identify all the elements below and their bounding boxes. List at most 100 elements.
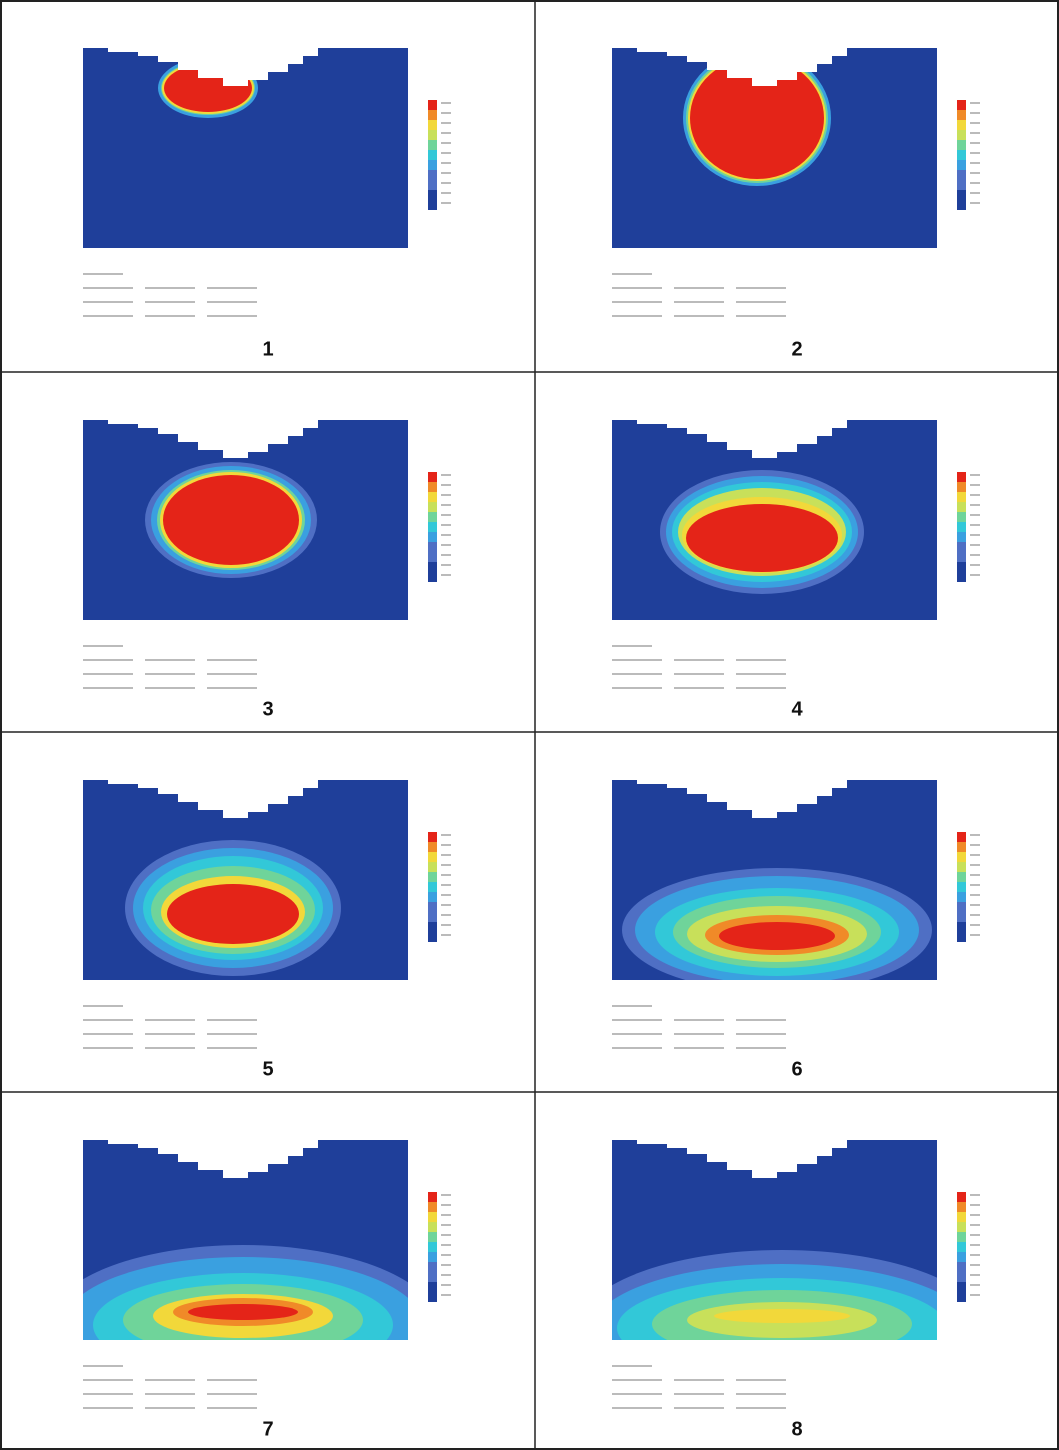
colorbar-cell (957, 542, 966, 552)
colorbar-cell (428, 842, 437, 852)
colorbar-cell (428, 1262, 437, 1272)
colorbar-cell (428, 832, 437, 842)
colorbar-cell (957, 862, 966, 872)
colorbar-cell (957, 120, 966, 130)
colorbar-cell (957, 100, 966, 110)
colorbar-cell (428, 1232, 437, 1242)
panel-label: 6 (791, 1058, 802, 1080)
colorbar-cell (428, 1252, 437, 1262)
colorbar-cell (428, 1282, 437, 1292)
colorbar-cell (428, 552, 437, 562)
colorbar-cell (957, 140, 966, 150)
colorbar-cell (957, 1232, 966, 1242)
contour-band (714, 1309, 850, 1323)
colorbar-cell (957, 200, 966, 210)
colorbar-cell (957, 1262, 966, 1272)
colorbar-cell (428, 502, 437, 512)
colorbar-cell (428, 1202, 437, 1212)
colorbar-cell (428, 492, 437, 502)
colorbar-cell (428, 150, 437, 160)
colorbar-cell (428, 200, 437, 210)
panel (612, 780, 980, 1049)
colorbar-cell (428, 882, 437, 892)
colorbar-cell (428, 932, 437, 942)
colorbar-cell (957, 1202, 966, 1212)
colorbar-cell (428, 160, 437, 170)
contour-plot (612, 48, 937, 248)
colorbar-cell (957, 842, 966, 852)
colorbar-cell (428, 542, 437, 552)
colorbar-cell (428, 110, 437, 120)
colorbar-cell (428, 1212, 437, 1222)
colorbar-cell (957, 170, 966, 180)
colorbar-cell (957, 932, 966, 942)
colorbar-cell (957, 1282, 966, 1292)
colorbar-cell (957, 552, 966, 562)
colorbar-cell (428, 1272, 437, 1282)
colorbar-cell (957, 492, 966, 502)
contour-band (167, 884, 299, 944)
colorbar-cell (957, 1272, 966, 1282)
contour-band (686, 504, 838, 572)
colorbar-cell (957, 180, 966, 190)
colorbar-cell (957, 472, 966, 482)
panel-label: 8 (791, 1418, 802, 1440)
colorbar-cell (957, 912, 966, 922)
colorbar-cell (428, 482, 437, 492)
colorbar-cell (428, 1242, 437, 1252)
colorbar-cell (428, 922, 437, 932)
colorbar-cell (428, 872, 437, 882)
colorbar-cell (428, 912, 437, 922)
colorbar-cell (428, 140, 437, 150)
colorbar-cell (428, 190, 437, 200)
panel-label: 2 (791, 338, 802, 360)
colorbar-cell (957, 562, 966, 572)
colorbar-cell (428, 1192, 437, 1202)
colorbar-cell (957, 150, 966, 160)
contour-plot (83, 780, 408, 980)
colorbar-cell (428, 852, 437, 862)
colorbar-cell (428, 532, 437, 542)
colorbar-cell (957, 1242, 966, 1252)
panel (612, 420, 980, 689)
colorbar-cell (957, 482, 966, 492)
colorbar-cell (957, 160, 966, 170)
panel (612, 1140, 980, 1409)
colorbar-cell (957, 832, 966, 842)
colorbar-cell (957, 572, 966, 582)
colorbar-cell (957, 872, 966, 882)
colorbar-cell (957, 130, 966, 140)
panel (612, 48, 980, 317)
contour-plot (612, 1140, 937, 1340)
colorbar-cell (957, 502, 966, 512)
colorbar-cell (428, 862, 437, 872)
panel-label: 4 (791, 698, 803, 720)
panel-label: 3 (262, 698, 273, 720)
colorbar-cell (428, 892, 437, 902)
colorbar-cell (957, 922, 966, 932)
colorbar-cell (957, 1192, 966, 1202)
colorbar-cell (428, 472, 437, 482)
colorbar-cell (428, 120, 437, 130)
colorbar-cell (428, 100, 437, 110)
contour-plot (612, 420, 937, 620)
panel-label: 7 (262, 1418, 273, 1440)
colorbar-cell (957, 1212, 966, 1222)
panel-label: 1 (262, 338, 273, 360)
colorbar-cell (957, 852, 966, 862)
colorbar-cell (428, 562, 437, 572)
contour-band (163, 475, 299, 565)
colorbar-cell (428, 902, 437, 912)
colorbar-cell (428, 170, 437, 180)
colorbar-cell (428, 1222, 437, 1232)
colorbar-cell (957, 1292, 966, 1302)
colorbar-cell (957, 1222, 966, 1232)
panel (83, 780, 451, 1049)
colorbar-cell (428, 130, 437, 140)
colorbar-cell (957, 892, 966, 902)
panel-label: 5 (262, 1058, 273, 1080)
colorbar-cell (957, 902, 966, 912)
contour-plot (612, 780, 937, 980)
contour-band (188, 1304, 298, 1320)
